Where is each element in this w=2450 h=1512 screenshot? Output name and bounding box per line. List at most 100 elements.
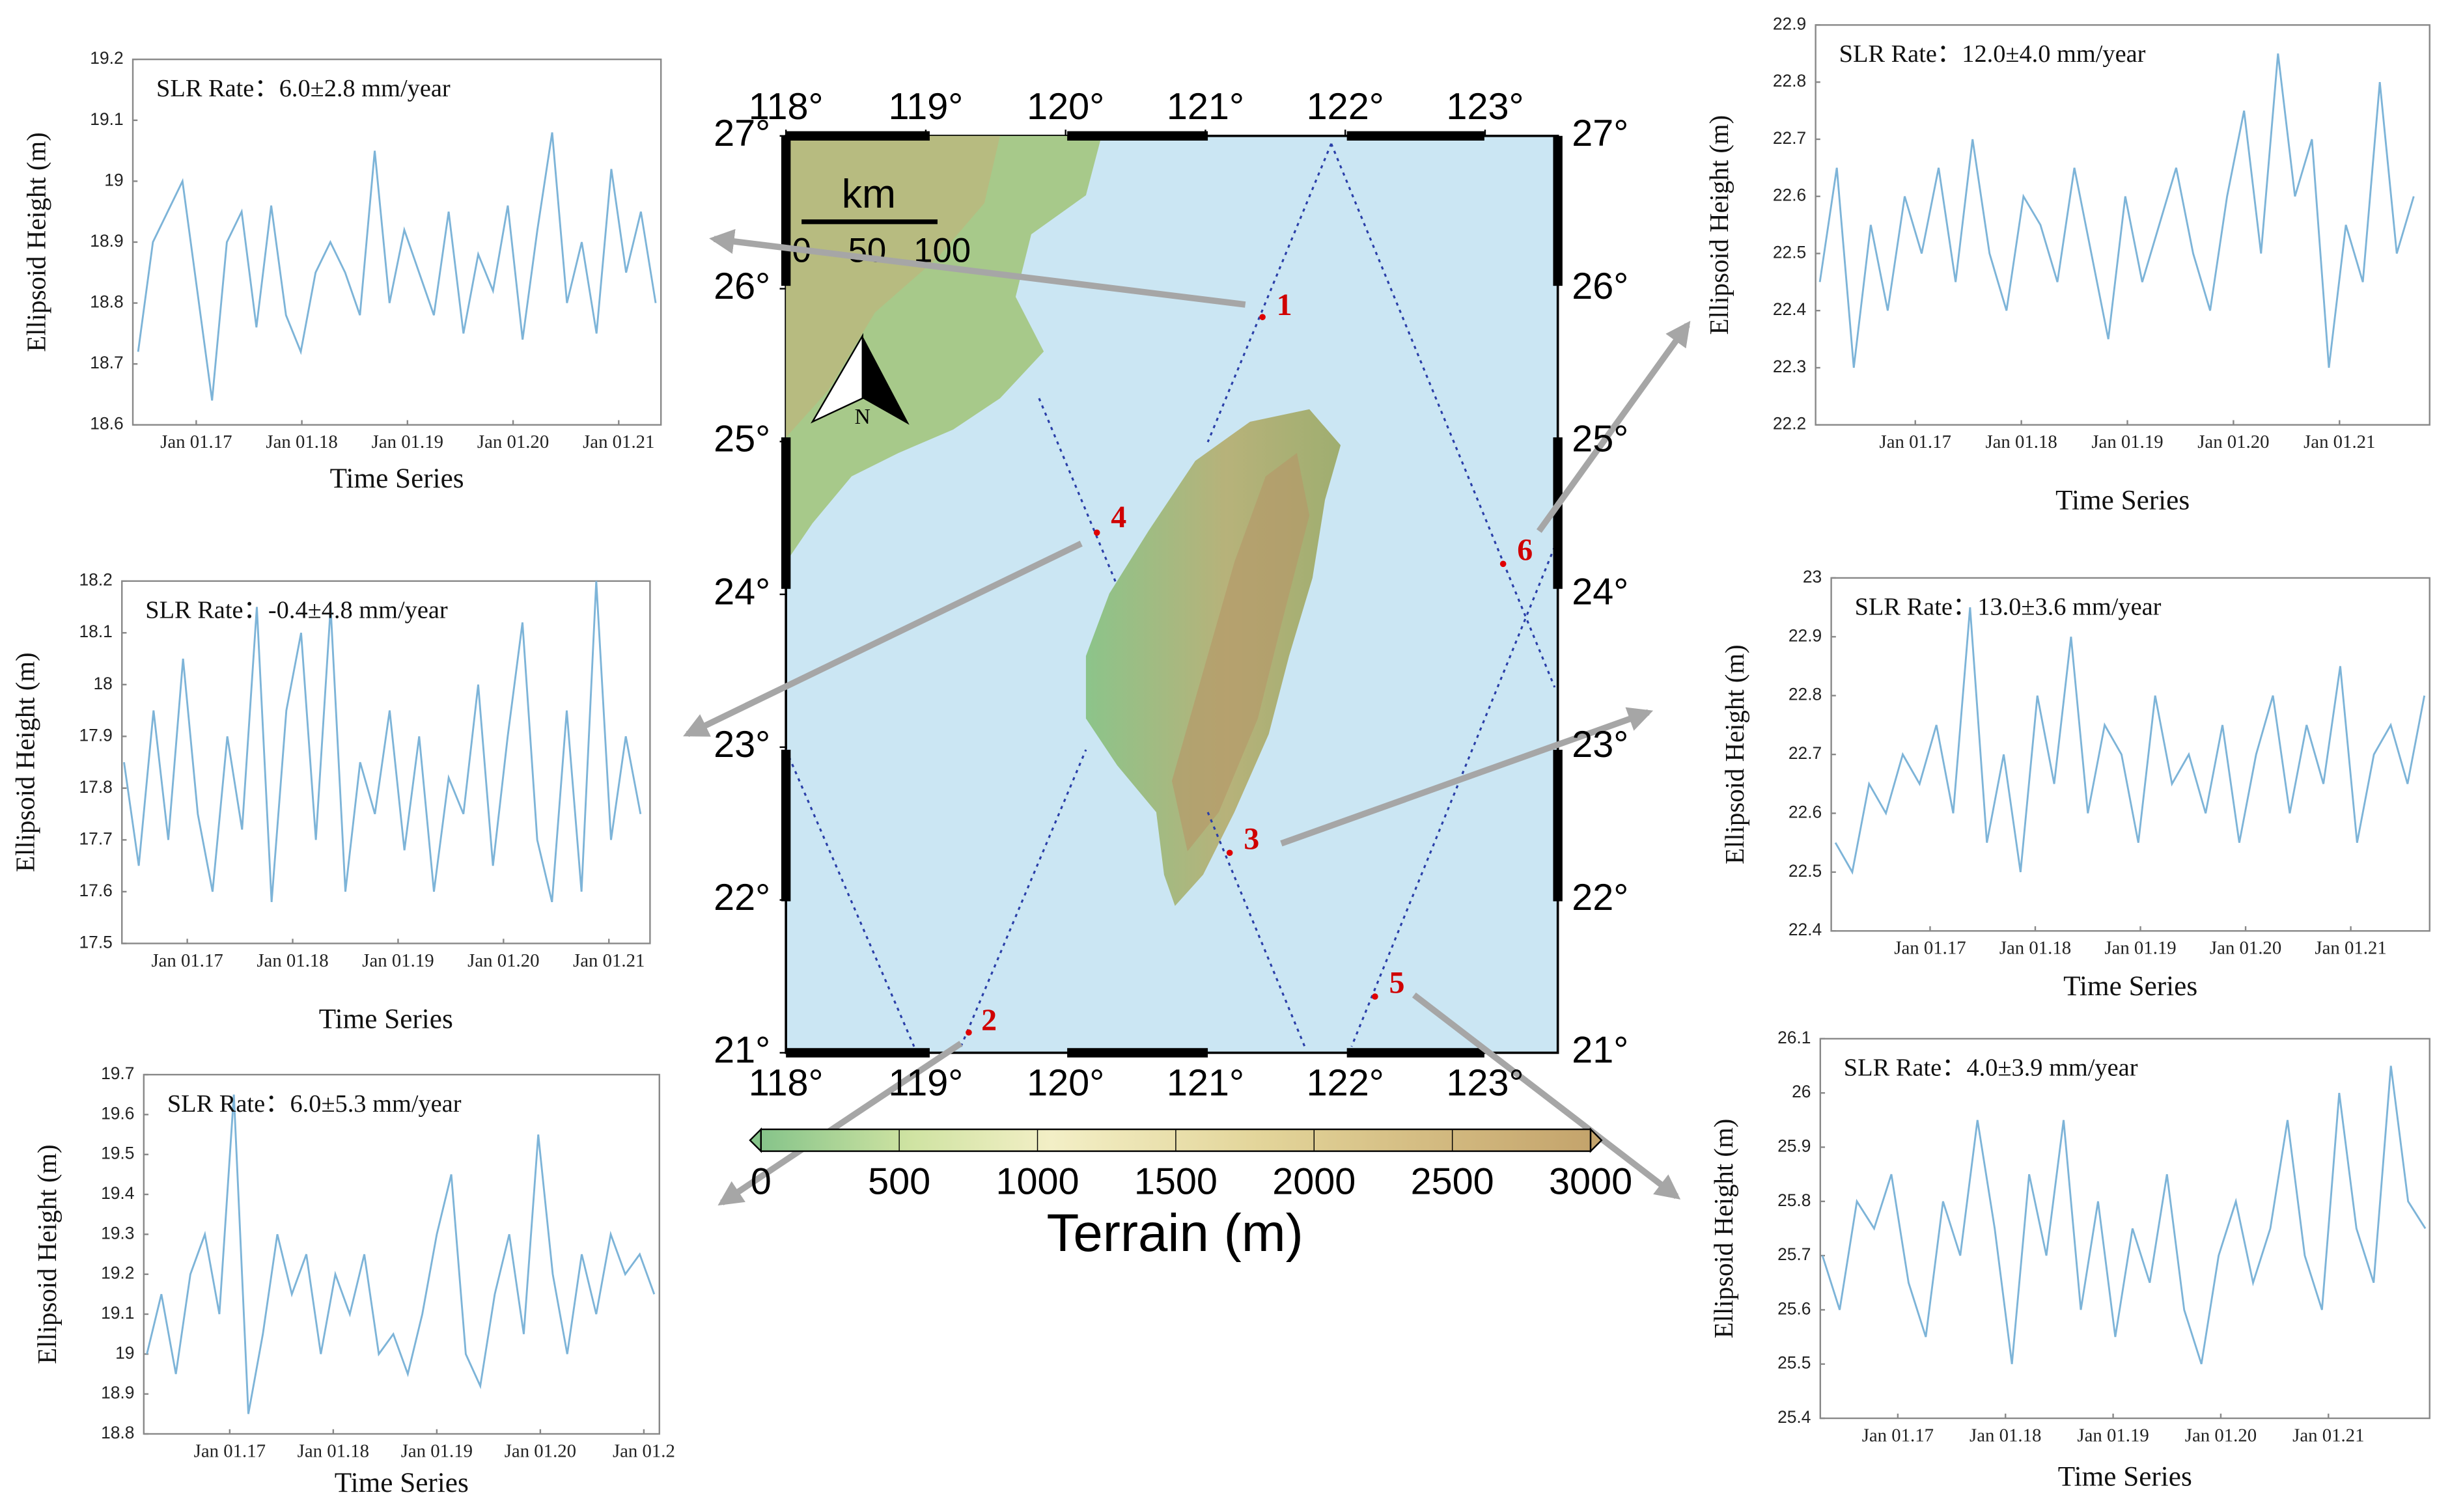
lat-label: 23° [714,724,770,765]
y-tick-label: 25.8 [1777,1190,1811,1210]
x-axis-label: Time Series [330,463,464,494]
lat-label: 26° [1572,266,1628,307]
series-line [146,1094,656,1414]
y-tick-label: 25.5 [1777,1353,1811,1373]
x-tick-label: Jan 01.17 [1862,1425,1934,1446]
y-tick-label: 17.5 [79,932,113,952]
y-tick-label: 19.7 [101,1064,134,1083]
lat-label: 21° [1572,1030,1628,1071]
y-axis-label: Ellipsoid Height (m) [1709,1119,1738,1339]
y-tick-label: 19.3 [101,1223,134,1243]
colorbar-tick-label: 0 [751,1161,772,1202]
y-tick-label: 18.6 [90,414,123,433]
lat-label: 21° [714,1030,770,1071]
map-frame [781,131,1563,1058]
colorbar-tick-label: 2000 [1272,1161,1356,1202]
lon-label: 121° [1167,1062,1244,1104]
series-line [1834,607,2426,875]
plot-area [1830,577,2430,932]
annotation: SLR Rate：13.0±3.6 mm/year [1855,594,2162,621]
x-tick-label: Jan 01.2 [613,1440,675,1461]
y-tick-label: 19.1 [101,1303,134,1323]
y-tick-label: 22.9 [1789,625,1822,645]
y-tick-label: 26.1 [1777,1028,1811,1047]
y-tick-label: 25.6 [1777,1299,1811,1318]
colorbar-tick-label: 1000 [995,1161,1079,1202]
points [966,314,1507,1036]
y-tick-label: 17.8 [79,777,113,797]
lat-label: 22° [1572,877,1628,918]
y-tick-label: 17.6 [79,881,113,900]
colorbar-end [749,1127,762,1153]
y-axis-label: Ellipsoid Height (m) [1720,644,1749,864]
x-tick-label: Jan 01.17 [1880,432,1951,452]
north-label: N [855,405,870,429]
x-tick-label: Jan 01.21 [573,950,645,971]
x-tick-label: Jan 01.18 [298,1440,369,1461]
lat-label: 26° [714,266,770,307]
lat-label: 24° [1572,571,1628,612]
y-tick-label: 19.2 [101,1263,134,1283]
colorbar-tick-label: 1500 [1134,1161,1218,1202]
y-tick-label: 25.9 [1777,1136,1811,1155]
x-axis-label: Time Series [335,1468,469,1498]
y-tick-label: 22.8 [1789,685,1822,704]
x-tick-label: Jan 01.17 [151,950,223,971]
annotation: SLR Rate：4.0±3.9 mm/year [1844,1054,2138,1082]
y-axis-label: Ellipsoid Height (m) [11,652,40,872]
y-axis-label: Ellipsoid Height (m) [1705,115,1734,335]
lon-label: 118° [749,86,824,128]
x-tick-label: Jan 01.21 [2304,432,2375,452]
lat-label: 27° [1572,113,1628,154]
series-line [123,581,642,903]
y-tick-label: 22.3 [1773,357,1806,376]
y-tick-label: 22.4 [1789,920,1822,939]
annotation: SLR Rate：6.0±2.8 mm/year [156,75,451,102]
x-tick-label: Jan 01.21 [2315,938,2386,959]
y-tick-label: 18.7 [90,353,123,372]
y-tick-label: 19.1 [90,109,123,129]
lon-label: 119° [889,1062,964,1104]
x-axis-label: Time Series [2055,486,2190,516]
y-tick-label: 17.9 [79,725,113,745]
scale-label: 50 [848,232,887,270]
x-tick-label: Jan 01.20 [2210,938,2281,959]
point-label: 4 [1111,500,1126,534]
y-tick-label: 22.7 [1789,743,1822,763]
x-tick-label: Jan 01.19 [401,1440,473,1461]
point-label: 5 [1389,965,1404,1000]
x-tick-label: Jan 01.18 [1999,938,2071,959]
x-tick-label: Jan 01.18 [1985,432,2057,452]
lon-label: 119° [889,86,964,128]
colorbar-tick-label: 3000 [1549,1161,1632,1202]
y-tick-label: 22.6 [1773,186,1806,205]
colorbar-label: Terrain (m) [1047,1203,1303,1263]
annotation: SLR Rate：-0.4±4.8 mm/year [145,597,448,624]
x-tick-label: Jan 01.20 [505,1440,576,1461]
colorbar-tick-label: 500 [868,1161,930,1202]
x-tick-label: Jan 01.19 [2091,432,2163,452]
point-label: 6 [1517,533,1533,568]
satellite-tracks [785,143,1556,1047]
x-tick-label: Jan 01.20 [2197,432,2269,452]
x-tick-label: Jan 01.17 [194,1440,266,1461]
x-tick-label: Jan 01.20 [477,432,549,452]
x-tick-label: Jan 01.19 [2077,1425,2149,1446]
y-tick-label: 23 [1803,567,1822,586]
y-tick-label: 18.2 [79,570,113,590]
y-tick-label: 18.9 [90,231,123,251]
y-tick-label: 18.8 [101,1423,134,1442]
x-tick-label: Jan 01.17 [160,432,232,452]
y-tick-label: 18.8 [90,292,123,312]
lon-label: 120° [1027,1062,1104,1104]
lon-label: 122° [1307,86,1384,128]
mainland-relief [786,135,1000,437]
lon-label: 122° [1307,1062,1384,1104]
plot-area [143,1073,660,1435]
lat-label: 25° [1572,419,1628,460]
plot-area [132,58,662,426]
x-tick-label: Jan 01.19 [362,950,434,971]
scale-unit: km [842,172,896,217]
